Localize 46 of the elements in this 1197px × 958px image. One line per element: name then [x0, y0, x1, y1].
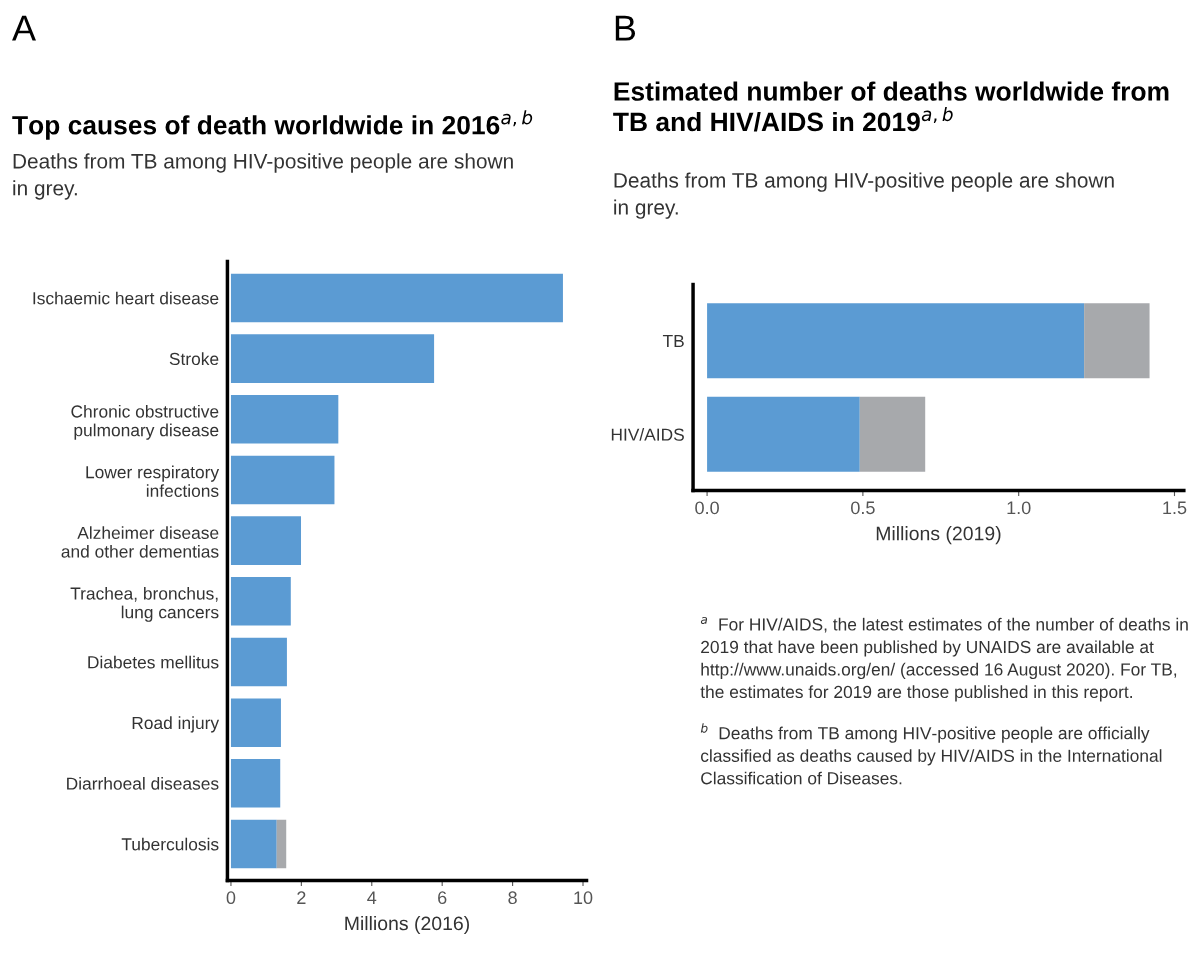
y-tick-label: Trachea, bronchus, lung cancers	[70, 586, 219, 622]
text: A	[12, 15, 36, 41]
y-tick-label: Diabetes mellitus	[88, 655, 219, 669]
y-tick-label: Road injury	[132, 716, 220, 733]
x-tick-label: 1.5	[1163, 501, 1187, 515]
chart-title: Top causes of death worldwide in 2016$^{a,b}$	[12, 110, 533, 140]
y-tick-label: Tuberculosis	[121, 837, 219, 851]
x-tick-label: 0.0	[695, 501, 719, 515]
bar	[230, 334, 435, 383]
y-tick-label: Ischaemic heart disease	[33, 291, 219, 305]
x-tick-label: 2	[297, 891, 306, 904]
bar	[230, 455, 335, 505]
y-tick-label: TB	[662, 335, 684, 347]
x-tick-label: 8	[508, 891, 517, 905]
bar	[230, 759, 281, 808]
bar	[230, 819, 277, 869]
chart-subtitle: Deaths from TB among HIV-positive people are shown in grey.	[614, 172, 1114, 219]
bar	[707, 396, 860, 472]
x-tick-label: 1.0	[1007, 501, 1031, 515]
x-tick-label: 6	[438, 891, 447, 905]
y-tick-label: Diarrhoeal diseases	[67, 777, 219, 790]
y-tick-label: HIV/AIDS	[611, 428, 684, 441]
x-tick-label: 0	[226, 891, 236, 905]
bar	[276, 819, 287, 869]
x-axis-title: Millions (2016)	[345, 915, 469, 935]
x-tick-label: 10	[574, 891, 593, 905]
bar	[1084, 303, 1150, 379]
y-tick-label: Lower respiratory infections	[86, 465, 220, 498]
chart-title: Estimated number of deaths worldwide from TB and HIV/AIDS in 2019$^{a,b}$	[613, 81, 1169, 132]
text: $^{a}$ For HIV/AIDS, the latest estimates of the number of deaths in 2019 that have been published by UNAIDS are available at http://www.unaids.org/en/ (accessed 16 August 2020). For TB, the estimates for 2019 are those published in this report.	[700, 616, 1188, 702]
x-tick-label: 0.5	[851, 501, 875, 515]
text: B	[615, 15, 636, 41]
y-tick-label: Alzheimer disease and other dementias	[61, 526, 219, 558]
text: $^{b}$ Deaths from TB among HIV-positive people are officially classified as deaths caused by HIV/AIDS in the International Classification of Diseases.	[700, 723, 1162, 785]
x-axis-title: Millions (2019)	[876, 526, 1001, 545]
y-tick-label: Stroke	[169, 352, 219, 366]
bar	[230, 273, 563, 323]
x-tick-label: 4	[367, 891, 377, 904]
bar	[230, 698, 281, 747]
chart-subtitle: Deaths from TB among HIV-positive people are shown in grey.	[13, 153, 513, 200]
y-tick-label: Chronic obstructive pulmonary disease	[71, 404, 219, 440]
bar	[230, 395, 339, 444]
bar	[859, 396, 926, 472]
bar	[230, 577, 291, 626]
bar	[230, 516, 302, 565]
bar	[230, 637, 287, 687]
